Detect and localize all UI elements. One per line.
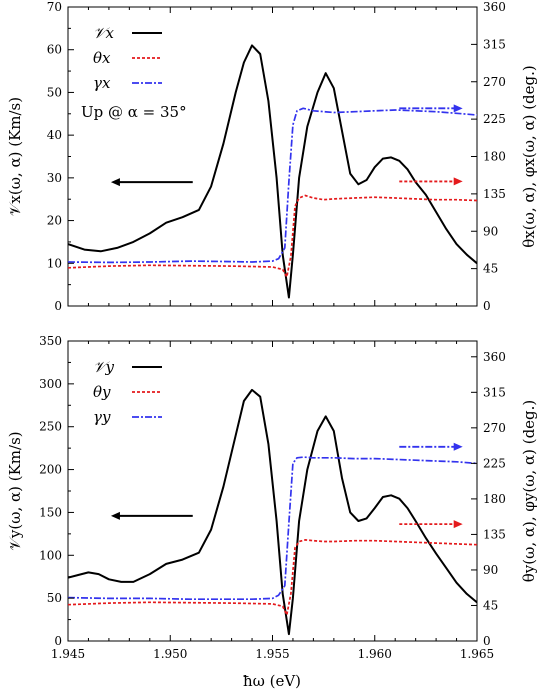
y-right-tick-label: 0 [483,299,491,313]
series-group [68,44,477,299]
y-left-tick-label: 60 [47,43,62,57]
y-left-tick-label: 30 [47,171,62,185]
y-right-tick-label: 180 [483,150,506,164]
y-left-tick-label: 300 [39,377,62,391]
y-left-tick-label: 20 [47,214,62,228]
bottom-panel: 1.945 1.950 1.955 1.960 1.965050100150200250… [6,334,538,661]
y-left-axis-label: 𝒱y(ω, α) (Km/s) [6,431,24,550]
y-left-tick-label: 50 [47,85,62,99]
y-right-tick-label: 225 [483,112,506,126]
y-right-axis-label: θx(ω, α), φx(ω, α) (deg.) [520,65,538,248]
y-right-tick-label: 360 [483,350,506,364]
series-group [68,388,477,636]
series-line-2 [68,456,477,601]
y-right-tick-label: 0 [483,634,491,648]
y-left-tick-label: 200 [39,463,62,477]
annotation: Up @ α = 35° [81,103,187,121]
arrow-head-0 [110,511,120,520]
y-right-tick-label: 180 [483,492,506,506]
y-left-tick-label: 250 [39,420,62,434]
legend-label: 𝒱y [93,358,114,376]
y-right-tick-label: 90 [483,563,498,577]
legend-label: θy [93,383,111,401]
y-left-axis-label: 𝒱x(ω, α) (Km/s) [6,97,24,216]
arrow-head-0 [110,178,120,187]
series-line-0 [68,388,477,636]
series-line-0 [68,44,477,299]
y-right-axis-label: θy(ω, α), φy(ω, α) (deg.) [520,400,538,583]
y-right-tick-label: 90 [483,224,498,238]
y-right-tick-label: 270 [483,421,506,435]
x-tick-label: 1.950 [153,647,187,661]
x-tick-label: 1.955 [255,647,289,661]
arrow-head-1 [453,104,463,113]
y-left-tick-label: 0 [54,299,62,313]
legend-label: 𝒱x [93,24,114,42]
x-tick-label: 1.965 [460,647,494,661]
y-left-tick-label: 40 [47,128,62,142]
y-right-tick-label: 270 [483,75,506,89]
top-panel: 0 10 20 30 40 50 60 70 0 45 90 135 180 225 270 315 360 𝒱x… [6,0,538,313]
y-right-tick-label: 45 [483,262,498,276]
y-left-tick-label: 350 [39,334,62,348]
series-line-2 [68,107,477,264]
y-left-tick-label: 100 [39,548,62,562]
arrow-head-2 [453,177,463,186]
y-right-tick-label: 135 [483,527,506,541]
y-right-tick-label: 315 [483,37,506,51]
y-left-tick-label: 70 [47,0,62,14]
y-right-tick-label: 135 [483,187,506,201]
legend-label: γx [93,74,111,92]
y-right-tick-label: 360 [483,0,506,14]
legend-label: θx [93,49,111,67]
arrow-head-2 [453,520,463,529]
x-tick-label: 1.945 [51,647,85,661]
x-tick-label: 1.960 [358,647,392,661]
legend-label: γy [93,408,111,426]
series-line-1 [68,539,477,616]
y-right-tick-label: 315 [483,385,506,399]
y-left-tick-label: 0 [54,634,62,648]
y-left-tick-label: 10 [47,256,62,270]
series-line-1 [68,194,477,278]
y-right-tick-label: 45 [483,598,498,612]
y-left-tick-label: 50 [47,591,62,605]
arrow-head-1 [453,442,463,451]
y-left-tick-label: 150 [39,505,62,519]
x-axis-label: ħω (eV) [243,672,301,690]
y-right-tick-label: 225 [483,456,506,470]
